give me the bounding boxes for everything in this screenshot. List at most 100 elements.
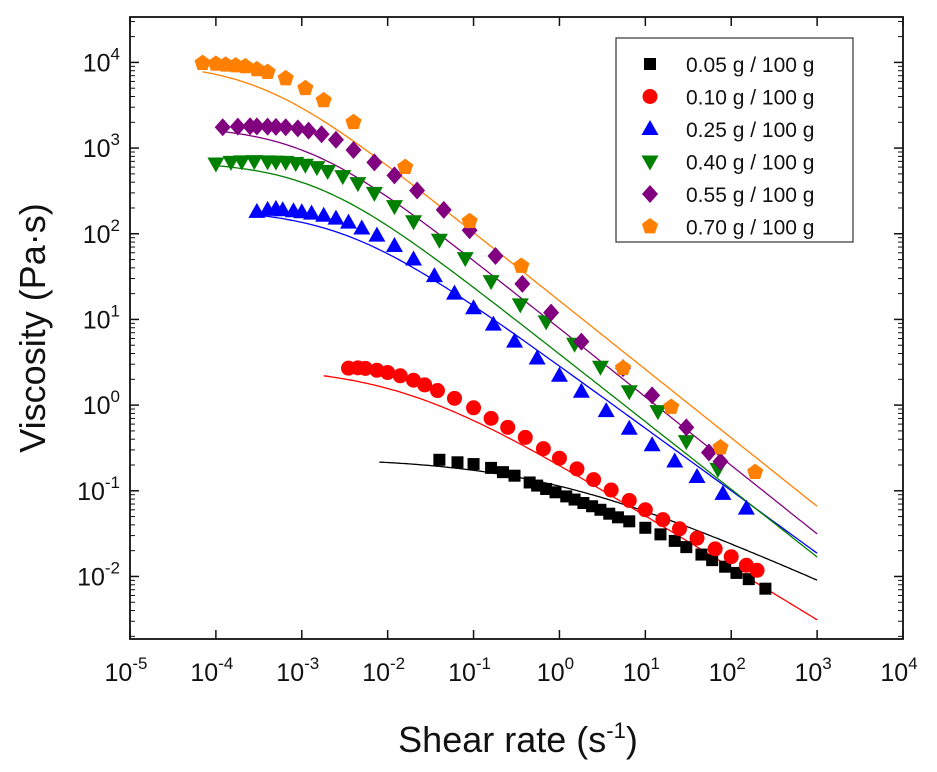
axis-ticks (129, 17, 904, 639)
data-point-series-2 (517, 429, 533, 445)
data-point-series-4 (482, 275, 500, 291)
data-point-series-6 (397, 158, 414, 174)
data-point-series-6 (712, 439, 729, 455)
x-tick-label: 103 (794, 654, 831, 687)
data-point-series-1 (680, 541, 693, 554)
data-point-series-6 (513, 257, 530, 273)
data-point-series-2 (749, 562, 765, 578)
data-point-series-4 (511, 298, 529, 314)
data-point-series-1 (742, 573, 755, 586)
data-point-series-2 (483, 410, 499, 426)
data-point-series-6 (345, 113, 362, 130)
data-point-series-5 (644, 386, 661, 405)
data-point-series-3 (620, 419, 638, 435)
data-point-series-2 (417, 377, 433, 393)
data-point-series-1 (706, 554, 719, 567)
data-point-series-3 (550, 366, 568, 382)
data-point-series-5 (313, 125, 330, 144)
data-point-series-3 (666, 452, 684, 468)
x-tick-label: 100 (537, 654, 574, 687)
data-point-series-3 (340, 213, 358, 229)
data-point-series-1 (611, 511, 624, 524)
y-tick-label: 10-1 (77, 473, 120, 506)
data-point-series-5 (514, 274, 531, 293)
data-point-series-5 (345, 140, 362, 159)
data-point-series-3 (446, 284, 464, 300)
data-point-series-6 (297, 79, 314, 96)
data-point-series-1 (508, 469, 521, 482)
data-point-series-3 (274, 201, 292, 217)
data-point-series-4 (430, 233, 448, 249)
data-point-series-6 (194, 54, 211, 71)
legend: 0.05 g / 100 g 0.10 g / 100 g 0.25 g / 100… (615, 37, 854, 243)
data-point-series-5 (409, 181, 426, 200)
data-point-series-2 (689, 530, 705, 546)
data-point-series-1 (433, 453, 446, 466)
data-point-series-2 (672, 521, 688, 537)
legend-label: 0.25 g / 100 g (686, 119, 814, 142)
data-point-series-5 (214, 118, 231, 137)
legend-marker (642, 185, 658, 203)
data-point-series-4 (456, 252, 474, 268)
data-point-series-6 (663, 398, 680, 414)
data-point-series-6 (747, 463, 764, 480)
x-tick-label: 104 (880, 654, 917, 687)
data-point-series-3 (643, 436, 661, 452)
data-point-series-5 (267, 117, 284, 136)
data-point-series-2 (380, 365, 396, 381)
x-tick-label: 101 (623, 654, 660, 687)
data-point-series-5 (573, 332, 590, 351)
data-point-series-2 (406, 372, 422, 388)
data-point-series-2 (429, 383, 445, 399)
data-point-series-2 (707, 541, 723, 557)
legend-marker (642, 89, 658, 104)
data-point-series-3 (572, 382, 590, 398)
x-tick-label: 10-4 (190, 654, 233, 687)
data-point-series-5 (543, 303, 560, 322)
legend-marker (644, 58, 656, 70)
data-point-series-3 (425, 267, 443, 283)
data-point-series-2 (392, 368, 408, 384)
data-point-series-1 (623, 515, 636, 528)
data-point-series-2 (655, 512, 671, 528)
x-tick-label: 102 (709, 654, 746, 687)
data-point-series-2 (723, 549, 739, 565)
data-point-series-6 (259, 63, 276, 80)
data-point-series-5 (435, 200, 452, 219)
legend-label: 0.55 g / 100 g (686, 184, 814, 207)
data-point-series-4 (405, 215, 423, 231)
y-tick-labels: 10-2 10-1 100 101 102 103 104 (77, 44, 120, 591)
data-point-series-5 (487, 247, 504, 266)
data-point-series-5 (700, 443, 717, 462)
data-point-series-3 (385, 236, 403, 252)
data-point-series-1 (496, 466, 509, 479)
data-point-series-3 (484, 315, 502, 331)
fit-line-series-4 (215, 164, 818, 558)
data-point-series-3 (368, 226, 386, 242)
data-point-series-2 (637, 502, 653, 518)
data-point-series-5 (248, 117, 265, 136)
data-point-series-4 (222, 155, 240, 171)
data-point-series-4 (349, 177, 367, 193)
data-point-series-6 (315, 91, 332, 108)
data-point-series-4 (245, 155, 263, 171)
y-tick-label: 101 (83, 301, 120, 334)
data-point-series-5 (259, 117, 276, 136)
data-point-series-2 (621, 493, 637, 509)
data-point-series-1 (540, 482, 553, 495)
data-point-series-4 (207, 157, 225, 173)
legend-label: 0.05 g / 100 g (686, 54, 814, 77)
data-point-series-4 (591, 360, 609, 376)
data-point-series-2 (447, 390, 463, 406)
data-point-series-1 (730, 566, 743, 579)
data-point-series-4 (620, 385, 638, 401)
data-point-series-5 (229, 117, 246, 136)
data-point-series-2 (357, 360, 373, 376)
x-axis-title: Shear rate (s-1) (398, 718, 638, 760)
data-point-series-1 (668, 534, 681, 547)
data-point-series-2 (535, 441, 551, 457)
data-point-series-2 (551, 450, 567, 466)
data-point-series-5 (327, 130, 344, 149)
fit-line-series-3 (256, 214, 818, 554)
